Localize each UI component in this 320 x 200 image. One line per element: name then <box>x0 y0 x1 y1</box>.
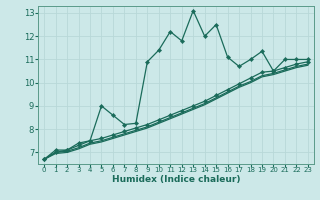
X-axis label: Humidex (Indice chaleur): Humidex (Indice chaleur) <box>112 175 240 184</box>
